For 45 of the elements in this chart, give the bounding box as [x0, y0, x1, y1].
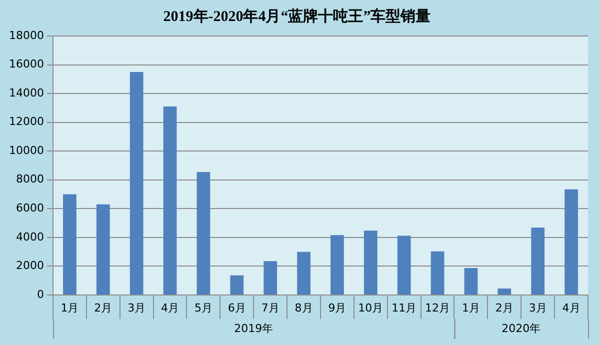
y-tick-label: 18000: [8, 28, 44, 42]
y-tick-label: 16000: [8, 58, 44, 71]
text: 2019年: [234, 322, 274, 335]
bar: [297, 252, 310, 294]
bar: [230, 275, 244, 294]
x-tick-label: 7月: [261, 301, 280, 314]
bar: [163, 106, 177, 294]
x-tick-label: 4月: [161, 301, 180, 314]
y-tick-label: 6000: [16, 202, 44, 215]
bar: [464, 268, 478, 294]
bar: [498, 288, 512, 294]
x-tick-label: 1月: [462, 301, 480, 314]
x-tick-label: 9月: [328, 301, 346, 314]
chart-title: 2019年-2020年4月“蓝牌十吨王”车型销量: [163, 6, 431, 25]
y-tick-label: 12000: [8, 115, 44, 128]
y-tick-label: 14000: [8, 86, 44, 100]
y-tick-label: 4000: [16, 230, 44, 244]
bar: [564, 189, 578, 294]
bar: [63, 194, 76, 294]
x-tick-label: 2月: [94, 301, 112, 314]
x-tick-label: 1月: [60, 301, 79, 314]
x-tick-label: 5月: [194, 301, 212, 314]
bar: [531, 228, 545, 294]
x-tick-label: 10月: [358, 301, 384, 314]
bar: [96, 204, 110, 294]
bar: [130, 72, 144, 294]
x-tick-label: 6月: [228, 301, 246, 314]
text: 2020年: [502, 322, 541, 335]
y-tick-label: 10000: [8, 144, 44, 157]
y-tick-label: 0: [36, 288, 44, 301]
bar: [397, 236, 411, 294]
bar: [196, 172, 210, 294]
x-tick-label: 8月: [294, 301, 313, 314]
x-tick-label: 3月: [528, 301, 547, 314]
x-tick-label: 12月: [425, 301, 450, 314]
bar: [264, 261, 278, 294]
x-tick-label: 3月: [128, 301, 146, 314]
x-tick-label: 2月: [495, 301, 514, 314]
bar: [364, 230, 378, 294]
x-tick-label: 11月: [392, 301, 417, 314]
x-tick-label: 4月: [562, 301, 580, 314]
bar: [330, 235, 344, 294]
y-tick-label: 8000: [16, 172, 44, 186]
y-tick-label: 2000: [16, 259, 44, 272]
bar: [430, 251, 444, 294]
